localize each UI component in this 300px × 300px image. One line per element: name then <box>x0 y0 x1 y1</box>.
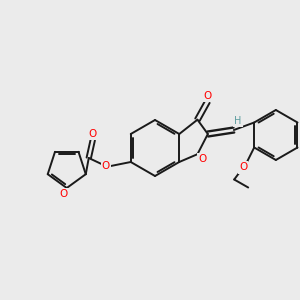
Text: O: O <box>239 163 247 172</box>
Text: O: O <box>198 154 207 164</box>
Text: O: O <box>203 91 211 101</box>
Text: H: H <box>234 116 242 126</box>
Text: O: O <box>102 161 110 171</box>
Text: O: O <box>88 129 97 139</box>
Text: O: O <box>60 189 68 199</box>
